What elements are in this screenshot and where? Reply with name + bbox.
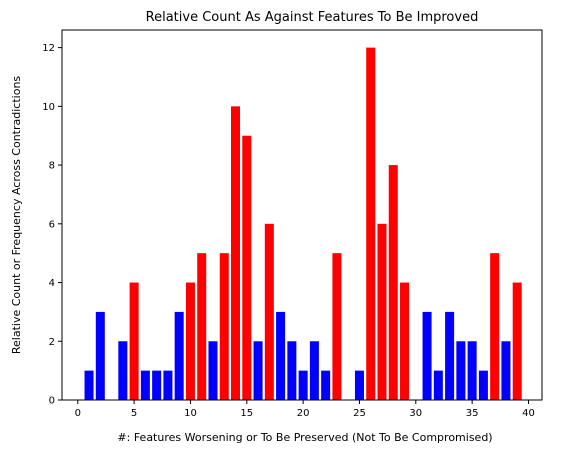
x-tick-label: 0 <box>75 408 81 419</box>
bar-33 <box>445 311 455 400</box>
bar-36 <box>478 370 488 400</box>
bar-37 <box>490 253 500 400</box>
bar-19 <box>287 341 297 400</box>
y-tick-label: 12 <box>42 43 55 54</box>
bar-31 <box>422 311 432 400</box>
x-axis-label: #: Features Worsening or To Be Preserved… <box>117 431 492 444</box>
bar-2 <box>95 311 105 400</box>
bar-5 <box>129 282 139 400</box>
bar-34 <box>456 341 466 400</box>
bar-21 <box>309 341 319 400</box>
bar-10 <box>185 282 195 400</box>
x-tick-label: 20 <box>297 408 310 419</box>
bar-15 <box>242 135 252 400</box>
chart-title: Relative Count As Against Features To Be… <box>146 10 479 25</box>
bar-27 <box>377 223 387 400</box>
bar-25 <box>354 370 364 400</box>
x-tick-label: 15 <box>240 408 253 419</box>
bar-29 <box>400 282 410 400</box>
bar-16 <box>253 341 263 400</box>
y-tick-label: 10 <box>42 102 55 113</box>
y-tick-label: 2 <box>49 337 55 348</box>
bar-11 <box>197 253 207 400</box>
bar-14 <box>231 106 241 400</box>
bar-26 <box>366 47 376 401</box>
bar-28 <box>388 165 398 400</box>
y-tick-label: 8 <box>49 161 55 172</box>
x-tick-label: 25 <box>353 408 366 419</box>
bar-32 <box>433 370 443 400</box>
plot-frame <box>61 29 543 401</box>
bar-22 <box>321 370 331 400</box>
bar-1 <box>84 370 94 400</box>
y-tick-label: 4 <box>49 278 55 289</box>
bar-23 <box>332 253 342 400</box>
y-axis-label: Relative Count or Frequency Across Contr… <box>10 76 23 355</box>
bar-39 <box>512 282 522 400</box>
bar-9 <box>174 311 184 400</box>
x-tick-label: 5 <box>131 408 137 419</box>
y-tick-label: 0 <box>49 396 55 407</box>
bar-35 <box>467 341 477 400</box>
x-tick-label: 40 <box>522 408 535 419</box>
bar-13 <box>219 253 229 400</box>
bars-group <box>84 47 522 401</box>
bar-38 <box>501 341 511 400</box>
bar-6 <box>140 370 150 400</box>
bar-12 <box>208 341 218 400</box>
bar-20 <box>298 370 308 400</box>
x-tick-label: 35 <box>466 408 479 419</box>
y-axis-ticks: 0 2 4 6 8 10 12 <box>42 43 62 407</box>
y-tick-label: 6 <box>49 219 55 230</box>
bar-7 <box>152 370 162 400</box>
bar-17 <box>264 223 274 400</box>
bar-18 <box>276 311 286 400</box>
x-tick-label: 10 <box>184 408 197 419</box>
x-axis-ticks: 0 5 10 15 20 25 30 35 40 <box>75 400 535 419</box>
bar-4 <box>118 341 128 400</box>
x-tick-label: 30 <box>409 408 422 419</box>
bar-8 <box>163 370 173 400</box>
